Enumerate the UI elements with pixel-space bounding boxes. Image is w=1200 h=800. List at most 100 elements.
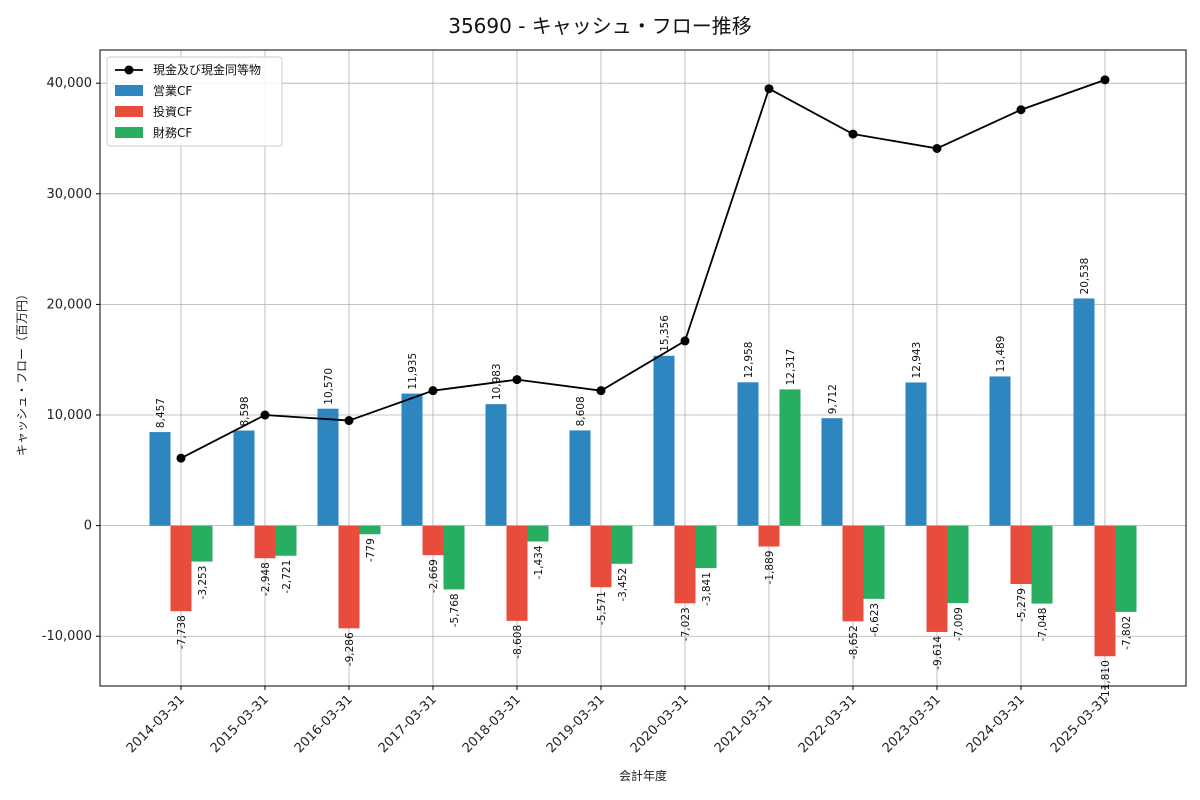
bar [1073,298,1095,526]
bar-value-label: -5,279 [1016,588,1028,622]
bar [779,389,801,526]
bar-value-label: 9,712 [827,384,839,414]
bar [695,525,717,569]
y-axis-title: キャッシュ・フロー（百万円） [15,288,29,456]
bar-value-label: 13,489 [995,336,1007,373]
bar-value-label: -7,009 [953,607,965,641]
cash-line-series [176,75,1110,463]
legend-box [106,56,283,147]
y-tick-label: 40,000 [47,76,93,91]
cash-line-point [428,386,438,396]
bar-value-label: -11,810 [1100,660,1112,701]
bar [170,525,192,612]
bar-value-label: -5,768 [449,593,461,627]
cash-line [180,79,1106,459]
bar [947,525,969,604]
y-tick-label: 30,000 [47,187,93,202]
legend-marker-sample [124,65,134,75]
bar-value-label: -9,614 [932,636,944,670]
bar-value-label: -7,048 [1037,608,1049,642]
bar-value-label: 12,317 [785,349,797,386]
cash-line-point [764,84,774,94]
bar-value-label: 11,935 [407,353,419,390]
legend-label: 営業CF [153,84,192,98]
bar-value-label: -5,571 [596,591,608,625]
legend-label: 財務CF [153,125,192,140]
bar [254,525,276,559]
legend-swatch [115,127,143,138]
bar [422,525,444,556]
bar [674,525,696,604]
bar [590,525,612,588]
bar [1094,525,1116,657]
bar [569,430,591,526]
bar-value-label: -779 [365,538,377,562]
x-axis-title: 会計年度 [619,768,667,783]
y-tick-label: 10,000 [47,408,93,423]
bar-value-label: -2,948 [260,562,272,596]
bar-value-label: -8,652 [848,625,860,659]
bar-value-label: -2,669 [428,559,440,593]
legend-label: 現金及び現金同等物 [153,62,261,77]
bar [1115,525,1137,612]
cash-line-point [176,453,186,463]
x-tick-label: 2016-03-31 [292,692,356,756]
legend-label: 投資CF [153,104,192,119]
bar-value-label: -1,889 [764,551,776,585]
bar [506,525,528,621]
bar [821,418,843,526]
x-tick-label: 2023-03-31 [880,692,944,756]
chart-title: 35690 - キャッシュ・フロー推移 [448,14,752,38]
bar [149,432,171,526]
y-tick-label: -10,000 [42,629,92,644]
bar-value-label: -7,802 [1121,616,1133,650]
cash-line-point [512,375,522,385]
bar [989,376,1011,526]
bar-value-label: 10,570 [323,368,335,405]
bar-value-label: -6,623 [869,603,881,637]
legend-swatch [115,106,143,117]
cash-line-point [344,416,354,426]
legend-swatch [115,85,143,96]
bar [443,525,465,590]
x-tick-label: 2022-03-31 [796,692,860,756]
cash-line-point [680,336,690,346]
cash-line-point [260,410,270,420]
bar [758,525,780,547]
y-tick-label: 0 [84,519,92,534]
cash-line-point [1100,75,1110,85]
bar-value-label: 12,943 [911,342,923,379]
bar [863,525,885,599]
bar [191,525,213,562]
x-tick-label: 2018-03-31 [460,692,524,756]
bar-value-label: 20,538 [1079,258,1091,295]
bar-value-label: 8,598 [239,396,251,426]
cash-line-point [932,143,942,153]
bar-value-label: 12,958 [743,342,755,379]
cash-line-point [848,129,858,139]
bar [926,525,948,632]
bar [233,430,255,526]
x-tick-label: 2024-03-31 [964,692,1028,756]
bar-value-label: 8,608 [575,396,587,426]
bar-value-label: -2,721 [281,560,293,594]
bar [317,408,339,526]
x-axis: 2014-03-31 2015-03-31 2016-03-31 2017-03-31… [124,686,1112,756]
bar [359,525,381,535]
x-tick-label: 2015-03-31 [208,692,272,756]
plot-area [100,50,1186,686]
bar [1010,525,1032,585]
bar-value-label: -3,452 [617,568,629,602]
cash-line-point [596,386,606,396]
bar [401,393,423,526]
cash-line-point [1016,105,1026,115]
y-tick-label: 20,000 [47,297,93,312]
bar [1031,525,1053,604]
bar [737,382,759,526]
bar-value-label: -1,434 [533,545,545,579]
x-tick-label: 2014-03-31 [124,692,188,756]
x-tick-label: 2019-03-31 [544,692,608,756]
